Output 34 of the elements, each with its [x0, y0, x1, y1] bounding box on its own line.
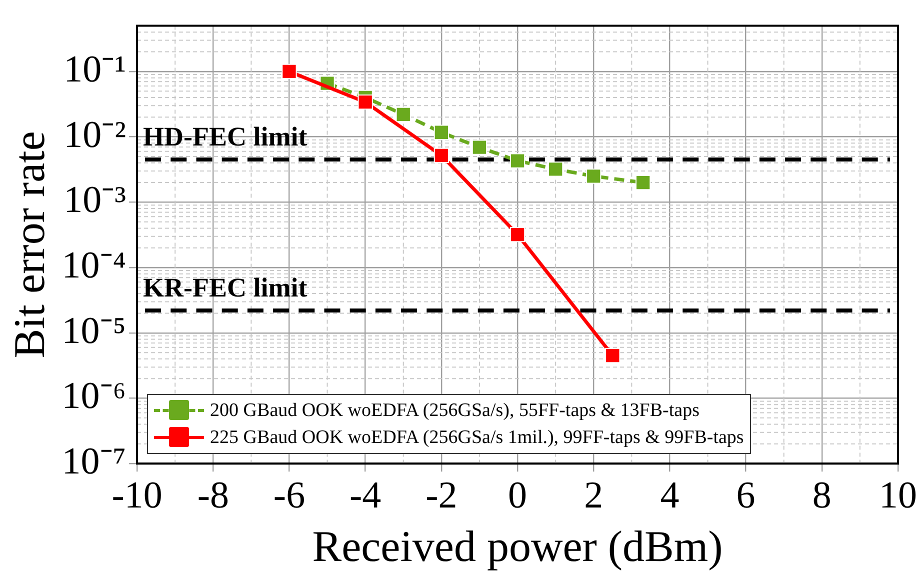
x-tick-label: 10 [879, 474, 917, 516]
x-tick-label: 2 [584, 474, 604, 516]
point [282, 64, 297, 80]
point [548, 162, 564, 177]
point [510, 153, 526, 168]
x-tick-label: -8 [197, 474, 229, 516]
point [510, 226, 526, 242]
x-tick-label: -4 [350, 474, 382, 516]
point [358, 94, 373, 110]
x-axis-title: Received power (dBm) [312, 522, 723, 572]
ref-line-label: HD-FEC limit [143, 121, 308, 152]
y-tick-label: 10⁻³ [64, 179, 126, 222]
y-tick-label: 10⁻⁴ [62, 244, 126, 287]
legend-label: 200 GBaud OOK woEDFA (256GSa/s), 55FF-taps & 13FB-taps [210, 398, 700, 423]
x-tick-label: 8 [812, 474, 832, 516]
ref-line-label: KR-FEC limit [143, 272, 308, 303]
x-tick-label: -6 [273, 474, 306, 516]
y-tick-label: 10⁻⁵ [62, 310, 126, 352]
y-tick-label: 10⁻¹ [64, 48, 126, 90]
point [586, 168, 602, 184]
y-tick-label: 10⁻² [64, 114, 126, 156]
x-tick-label: 4 [660, 474, 680, 516]
point [472, 140, 488, 155]
point [636, 174, 651, 190]
legend-label: 225 GBaud OOK woEDFA (256GSa/s 1mil.), 99FF-taps & 99FB-taps [210, 426, 744, 450]
point [396, 106, 411, 122]
point [434, 148, 449, 163]
point [605, 348, 620, 364]
y-tick-label: 10⁻⁶ [62, 375, 126, 418]
x-tick-label: 6 [736, 474, 756, 516]
point [434, 124, 449, 140]
y-axis-title: Bit error rate [4, 131, 54, 358]
x-tick-label: -2 [426, 474, 458, 516]
x-tick-label: 0 [508, 474, 528, 516]
